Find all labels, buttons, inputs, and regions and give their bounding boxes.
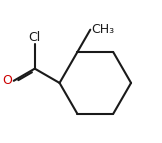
Text: O: O bbox=[2, 74, 12, 87]
Text: CH₃: CH₃ bbox=[91, 23, 114, 36]
Text: Cl: Cl bbox=[29, 31, 41, 44]
